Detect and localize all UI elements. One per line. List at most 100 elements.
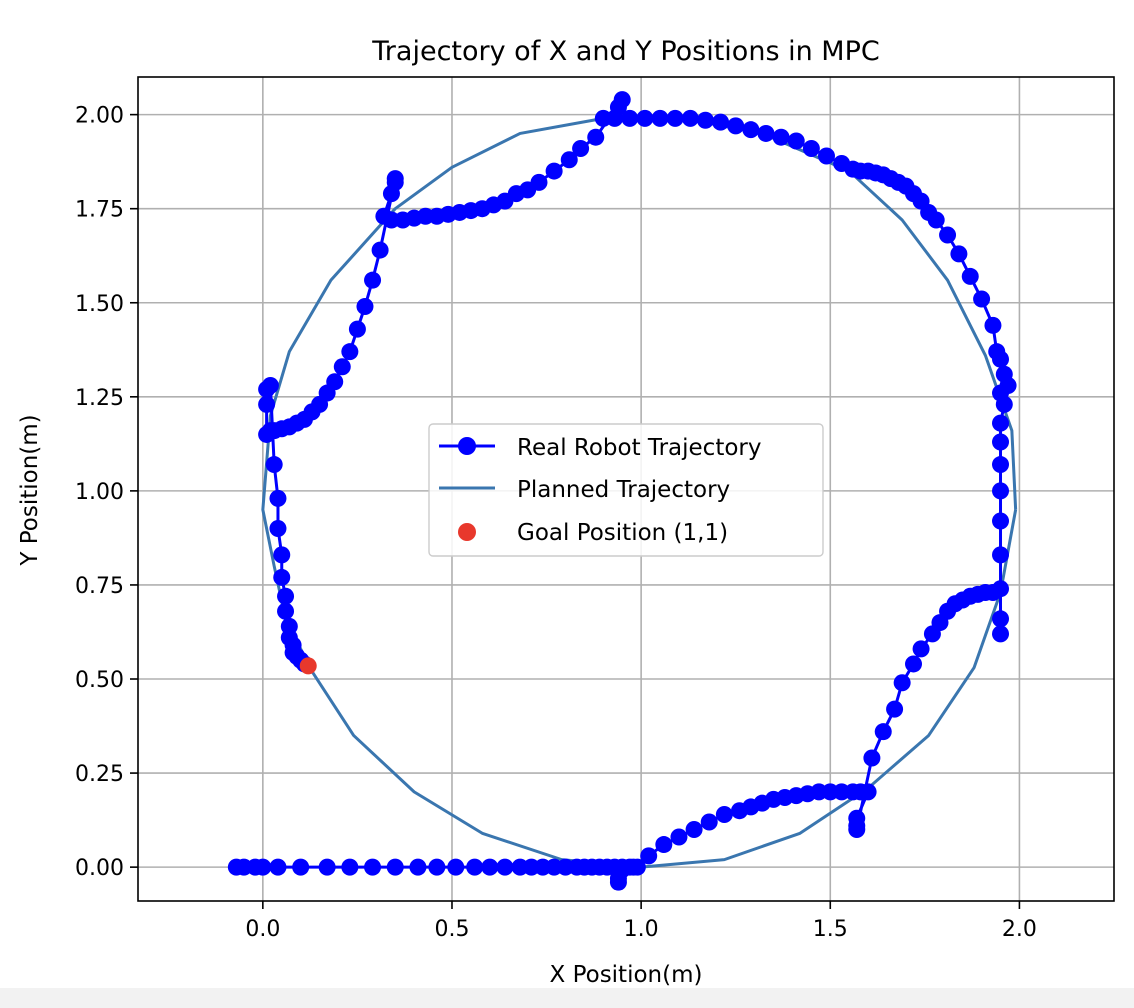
real-trajectory-point xyxy=(757,124,775,142)
real-trajectory-point xyxy=(727,117,745,135)
real-trajectory-point xyxy=(742,121,760,139)
real-trajectory-point xyxy=(640,847,658,865)
legend-real-marker xyxy=(458,437,476,455)
real-trajectory-point xyxy=(863,749,881,767)
y-tick-label: 1.00 xyxy=(75,480,124,505)
x-axis-ticks: 0.0 0.5 1.0 1.5 2.0 xyxy=(245,901,1037,942)
y-axis-label: Y Position(m) xyxy=(17,414,43,566)
real-trajectory-point xyxy=(466,858,484,876)
real-trajectory-point xyxy=(277,602,295,620)
real-trajectory-point xyxy=(386,170,404,188)
real-trajectory-point xyxy=(912,640,930,658)
real-trajectory-point xyxy=(428,858,446,876)
real-trajectory-point xyxy=(874,723,892,741)
real-trajectory-point xyxy=(833,155,851,173)
x-tick-label: 1.5 xyxy=(813,917,848,942)
real-trajectory-point xyxy=(628,858,646,876)
real-trajectory-point xyxy=(572,139,590,157)
real-trajectory-point xyxy=(386,858,404,876)
real-trajectory-point xyxy=(992,456,1010,474)
real-trajectory-point xyxy=(787,132,805,150)
real-trajectory-point xyxy=(621,109,639,127)
real-trajectory-point xyxy=(984,316,1002,334)
real-trajectory-point xyxy=(481,858,499,876)
real-trajectory-point xyxy=(893,674,911,692)
real-trajectory-point xyxy=(992,625,1010,643)
y-axis-ticks: 0.00 0.25 0.50 0.75 1.00 1.25 1.50 1.75 2.00 xyxy=(75,104,138,881)
real-trajectory-point xyxy=(371,241,389,259)
real-trajectory-point xyxy=(992,610,1010,628)
real-trajectory-point xyxy=(995,365,1013,383)
real-trajectory-point xyxy=(992,482,1010,500)
real-trajectory-point xyxy=(364,271,382,289)
y-tick-label: 2.00 xyxy=(75,104,124,129)
goal-marker-layer xyxy=(299,657,317,675)
real-trajectory-point xyxy=(273,568,291,586)
real-trajectory-point xyxy=(254,858,272,876)
real-trajectory-point xyxy=(292,858,310,876)
chart-title: Trajectory of X and Y Positions in MPC xyxy=(371,36,879,67)
real-trajectory-point xyxy=(655,836,673,854)
real-trajectory-point xyxy=(447,858,465,876)
y-tick-label: 0.00 xyxy=(75,856,124,881)
real-trajectory-layer xyxy=(227,91,1017,891)
real-trajectory-point xyxy=(356,298,374,316)
real-trajectory-point xyxy=(375,207,393,225)
legend-goal-label: Goal Position (1,1) xyxy=(517,520,728,546)
real-trajectory-point xyxy=(992,414,1010,432)
real-trajectory-point xyxy=(992,433,1010,451)
real-trajectory-point xyxy=(545,162,563,180)
y-tick-label: 1.50 xyxy=(75,292,124,317)
real-trajectory-point xyxy=(886,700,904,718)
real-trajectory-point xyxy=(715,805,733,823)
y-tick-label: 1.25 xyxy=(75,386,124,411)
real-trajectory-point xyxy=(341,858,359,876)
real-trajectory-point xyxy=(560,151,578,169)
plot-area-frame xyxy=(137,76,1115,902)
x-tick-label: 2.0 xyxy=(1002,917,1037,942)
real-trajectory-point xyxy=(265,456,283,474)
real-trajectory-point xyxy=(261,377,279,395)
real-trajectory-point xyxy=(341,343,359,361)
real-trajectory-point xyxy=(318,858,336,876)
real-trajectory-point xyxy=(258,425,276,443)
real-trajectory-point xyxy=(817,147,835,165)
real-trajectory-point xyxy=(848,821,866,839)
real-trajectory-point xyxy=(496,858,514,876)
real-trajectory-point xyxy=(939,226,957,244)
real-trajectory-point xyxy=(992,512,1010,530)
y-tick-label: 0.50 xyxy=(75,668,124,693)
legend-goal-marker xyxy=(458,523,476,541)
real-trajectory-point xyxy=(973,290,991,308)
real-trajectory-point xyxy=(364,858,382,876)
real-trajectory-point xyxy=(950,245,968,263)
real-trajectory-point xyxy=(992,546,1010,564)
real-trajectory-point xyxy=(666,109,684,127)
real-trajectory-point xyxy=(802,139,820,157)
real-trajectory-point xyxy=(859,783,877,801)
real-trajectory-point xyxy=(613,91,631,109)
legend: Real Robot Trajectory Planned Trajectory… xyxy=(428,423,824,557)
x-tick-label: 0.5 xyxy=(434,917,469,942)
real-trajectory-point xyxy=(988,343,1006,361)
y-tick-label: 0.75 xyxy=(75,574,124,599)
y-tick-label: 1.75 xyxy=(75,198,124,223)
real-trajectory-point xyxy=(348,320,366,338)
legend-real-label: Real Robot Trajectory xyxy=(517,435,761,461)
real-trajectory-point xyxy=(333,358,351,376)
real-trajectory-point xyxy=(670,828,688,846)
real-trajectory-point xyxy=(609,873,627,891)
real-trajectory-point xyxy=(587,128,605,146)
real-trajectory-point xyxy=(258,395,276,413)
real-trajectory-point xyxy=(712,113,730,131)
real-trajectory-point xyxy=(269,858,287,876)
real-trajectory-point xyxy=(961,267,979,285)
real-trajectory-point xyxy=(277,587,295,605)
real-trajectory-point xyxy=(681,109,699,127)
real-trajectory-point xyxy=(905,655,923,673)
bottom-shade xyxy=(0,988,1134,1008)
goal-position-point xyxy=(299,657,317,675)
real-trajectory-point xyxy=(636,109,654,127)
real-trajectory-point xyxy=(700,813,718,831)
